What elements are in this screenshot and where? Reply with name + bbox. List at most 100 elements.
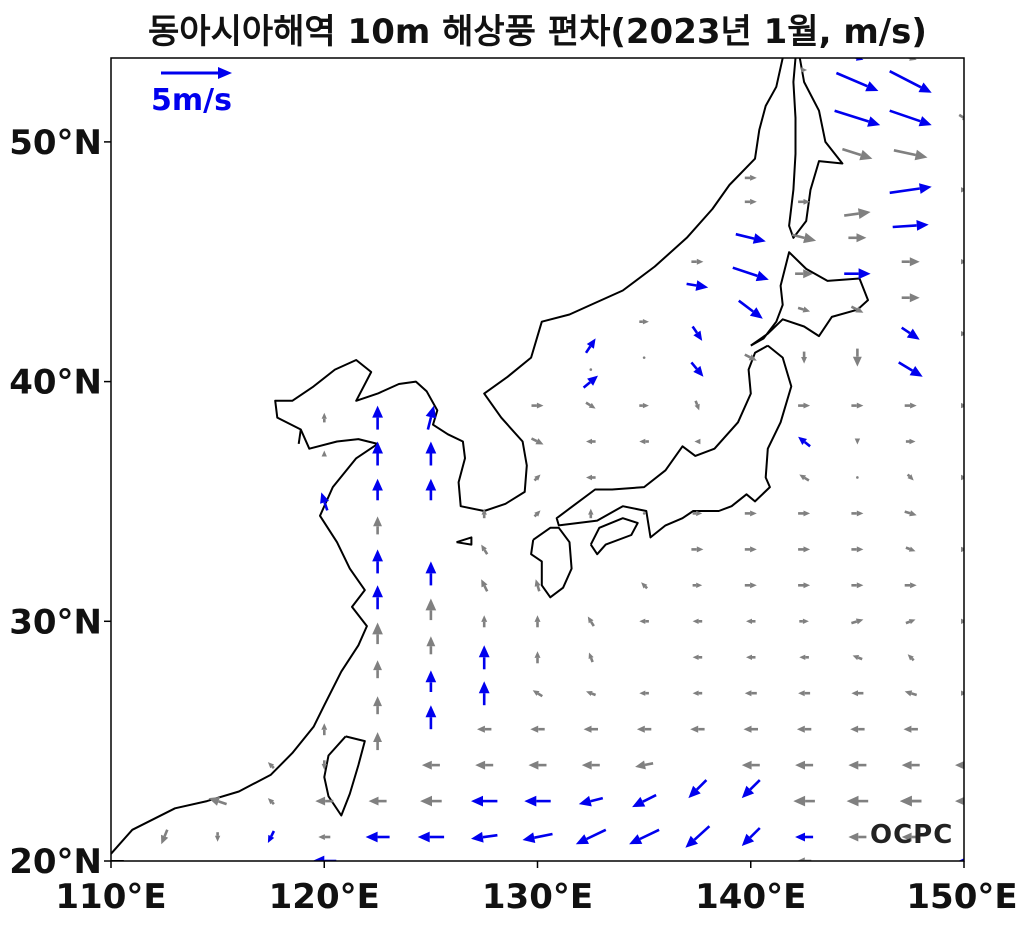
wind-vector <box>315 796 334 806</box>
wind-vector <box>635 760 654 770</box>
wind-vector-significant <box>372 405 383 430</box>
wind-vector <box>856 476 859 479</box>
coastline-shikoku <box>589 517 639 556</box>
y-tick-label: 50°N <box>9 123 102 163</box>
wind-vector <box>477 725 492 733</box>
wind-vector-significant <box>471 795 498 807</box>
x-tick-label: 120°E <box>269 877 380 917</box>
wind-vector <box>844 208 871 219</box>
wind-vector-significant <box>688 779 708 799</box>
wind-vector <box>636 725 652 733</box>
wind-vector <box>799 618 809 624</box>
wind-vector <box>741 760 760 770</box>
wind-vector <box>583 725 598 733</box>
wind-vector <box>531 402 544 409</box>
wind-vector-significant <box>478 681 490 706</box>
wind-vector <box>321 412 327 423</box>
wind-vector <box>907 654 915 662</box>
wind-vector <box>639 618 649 624</box>
coastline-jeju <box>456 536 473 546</box>
coastline-shandong-gulf <box>297 429 302 445</box>
wind-vector <box>642 512 646 515</box>
wind-vector <box>906 473 914 481</box>
wind-vector-significant <box>372 478 383 501</box>
wind-vector <box>798 546 811 553</box>
wind-vector-significant <box>632 793 657 808</box>
wind-vector-significant <box>889 70 932 93</box>
wind-vector-significant <box>686 280 709 291</box>
wind-vector <box>893 149 928 161</box>
wind-vector <box>267 762 275 770</box>
x-tick-label: 140°E <box>695 877 806 917</box>
wind-vector <box>955 761 964 770</box>
wind-vector <box>214 832 221 842</box>
x-tick-label: 110°E <box>55 877 166 917</box>
wind-vector <box>850 725 865 733</box>
wind-vector <box>848 233 867 243</box>
wind-vector-significant <box>425 705 437 730</box>
wind-vector <box>850 305 864 313</box>
wind-vector-significant <box>741 827 761 846</box>
wind-vector <box>848 832 867 842</box>
wind-vector <box>639 690 649 696</box>
wind-vector <box>373 696 382 715</box>
wind-vector <box>842 147 873 161</box>
wind-vector <box>586 691 597 697</box>
wind-vector-significant <box>425 478 437 501</box>
wind-vector <box>528 760 547 770</box>
wind-vector <box>481 508 487 519</box>
wind-vector <box>161 829 169 845</box>
wind-vector-significant <box>741 779 761 799</box>
wind-vector <box>901 832 920 842</box>
wind-vector <box>851 690 864 697</box>
wind-vector <box>586 474 596 481</box>
wind-vector <box>904 690 918 697</box>
wind-vector <box>905 438 916 445</box>
wind-vector-significant <box>690 361 704 377</box>
wind-vector-significant <box>522 832 553 843</box>
wind-vector-significant <box>312 855 337 861</box>
coastline-hokkaido <box>750 251 869 347</box>
wind-vector <box>318 834 331 840</box>
wind-vector <box>481 615 488 628</box>
wind-vector-significant <box>417 831 445 843</box>
wind-vector <box>744 353 757 361</box>
wind-vector <box>799 474 810 482</box>
wind-vector-significant <box>575 828 607 845</box>
wind-vector-significant <box>478 645 490 670</box>
wind-vector <box>321 760 327 770</box>
wind-vector <box>694 438 701 445</box>
wind-vector <box>746 618 756 624</box>
coastline-taiwan <box>323 735 366 817</box>
scale-arrow-head <box>218 67 232 79</box>
scale-arrow-legend: 5m/s <box>151 67 232 118</box>
wind-vector-significant <box>372 441 383 466</box>
wind-vector <box>694 400 700 411</box>
wind-vector <box>585 401 596 409</box>
wind-vector-significant <box>372 549 383 574</box>
wind-vector-layer <box>161 58 964 861</box>
wind-vector <box>534 615 541 628</box>
wind-vector <box>588 508 594 519</box>
wind-vector <box>690 725 705 733</box>
wind-vector <box>691 546 704 553</box>
wind-vector <box>639 438 649 445</box>
wind-vector <box>797 306 811 313</box>
wind-vector <box>641 582 649 590</box>
wind-vector-significant <box>320 492 329 511</box>
wind-vector <box>373 660 382 679</box>
wind-vector <box>955 797 964 806</box>
wind-vector <box>851 582 864 589</box>
wind-vector-significant <box>795 832 814 842</box>
wind-vector <box>692 618 703 624</box>
y-axis-ticks: 20°N 30°N 40°N 50°N <box>9 123 111 882</box>
wind-vector-significant <box>372 585 383 610</box>
coastline-honshu <box>555 344 793 539</box>
wind-vector-significant <box>629 828 660 845</box>
wind-vector-significant <box>892 220 929 231</box>
scale-label: 5m/s <box>151 83 232 118</box>
wind-vector <box>692 582 703 588</box>
wind-vector <box>846 795 869 807</box>
wind-vector-significant <box>425 441 437 466</box>
wind-vector <box>481 544 489 555</box>
